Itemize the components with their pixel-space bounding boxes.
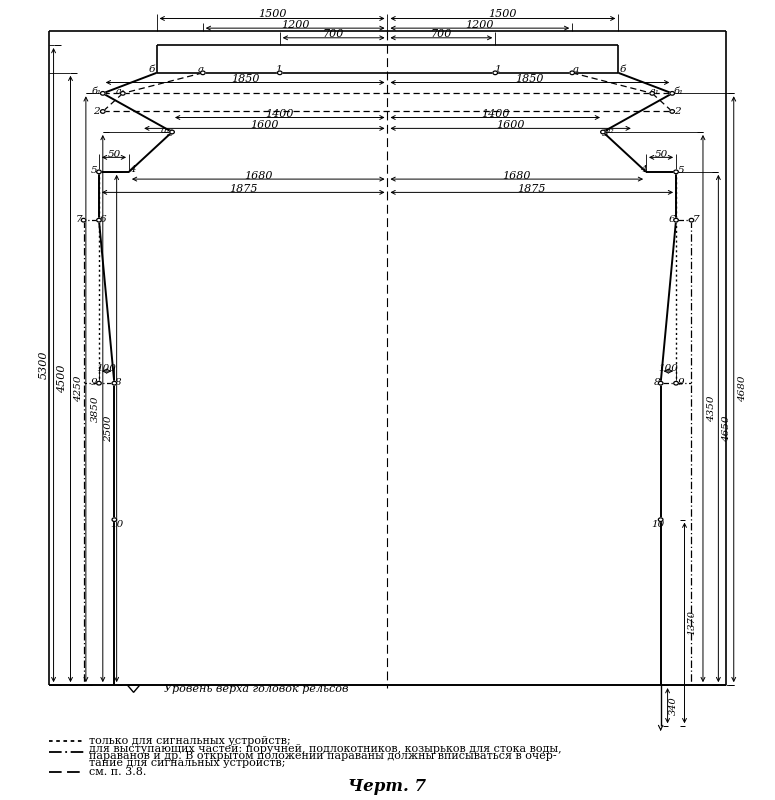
Text: 4680: 4680 [738, 376, 747, 402]
Text: 1850: 1850 [515, 74, 544, 84]
Text: 10: 10 [110, 520, 123, 529]
Text: 8: 8 [115, 378, 122, 387]
Text: 1: 1 [494, 66, 501, 74]
Circle shape [658, 382, 663, 385]
Text: 3: 3 [602, 130, 608, 138]
Text: 1680: 1680 [502, 170, 531, 181]
Text: 1500: 1500 [489, 10, 517, 19]
Text: 8: 8 [653, 378, 660, 387]
Text: 1680: 1680 [244, 170, 273, 181]
Text: 4350: 4350 [707, 395, 716, 422]
Circle shape [201, 71, 205, 74]
Circle shape [650, 91, 655, 95]
Text: Уровень верха головок рельсов: Уровень верха головок рельсов [164, 684, 349, 694]
Text: 1875: 1875 [518, 184, 546, 194]
Text: а₁: а₁ [115, 87, 126, 96]
Text: а: а [572, 66, 578, 74]
Text: 1200: 1200 [281, 19, 309, 30]
Text: 3: 3 [167, 130, 173, 138]
Text: 9: 9 [91, 378, 98, 387]
Circle shape [120, 91, 125, 95]
Circle shape [97, 170, 102, 174]
Text: 3850: 3850 [91, 395, 100, 422]
Text: см. п. 3.8.: см. п. 3.8. [89, 767, 146, 777]
Text: 4: 4 [129, 165, 136, 174]
Circle shape [570, 71, 574, 74]
Text: для выступающих частей: поручней, подлокотников, козырьков для стока воды,: для выступающих частей: поручней, подлок… [89, 743, 562, 754]
Text: 4: 4 [639, 165, 646, 174]
Text: Черт. 7: Черт. 7 [349, 778, 426, 795]
Circle shape [101, 91, 105, 95]
Circle shape [101, 110, 105, 114]
Circle shape [673, 382, 678, 385]
Text: а₁: а₁ [649, 87, 660, 96]
Text: 1850: 1850 [231, 74, 260, 84]
Text: параванов и др. В открытом положении параваны должны вписываться в очер-: параванов и др. В открытом положении пар… [89, 750, 556, 761]
Circle shape [97, 218, 102, 222]
Text: 7: 7 [693, 215, 699, 224]
Text: 50: 50 [107, 150, 121, 159]
Text: тание для сигнальных устройств;: тание для сигнальных устройств; [89, 758, 285, 768]
Text: б: б [149, 66, 155, 74]
Text: 9: 9 [677, 378, 684, 387]
Text: 1400: 1400 [481, 109, 509, 119]
Circle shape [670, 110, 674, 114]
Text: 340: 340 [670, 696, 678, 715]
Circle shape [670, 91, 674, 95]
Text: 1: 1 [276, 66, 282, 74]
Text: б₁: б₁ [91, 87, 102, 96]
Text: б: б [620, 66, 626, 74]
Text: 2: 2 [674, 107, 681, 116]
Text: 5: 5 [677, 166, 684, 174]
Text: а₂: а₂ [604, 126, 614, 135]
Text: 7: 7 [76, 215, 82, 224]
Text: только для сигнальных устройств;: только для сигнальных устройств; [89, 736, 291, 746]
Text: 2500: 2500 [105, 415, 113, 442]
Text: 10: 10 [652, 520, 665, 529]
Text: 50: 50 [654, 150, 667, 159]
Circle shape [689, 218, 694, 222]
Circle shape [81, 218, 86, 222]
Text: 1400: 1400 [266, 109, 294, 119]
Text: 1370: 1370 [687, 610, 696, 635]
Text: б₁: б₁ [673, 87, 684, 96]
Text: 1600: 1600 [250, 120, 279, 130]
Text: 1500: 1500 [258, 10, 286, 19]
Text: 100: 100 [97, 364, 116, 373]
Circle shape [601, 130, 605, 134]
Text: 700: 700 [431, 30, 452, 39]
Circle shape [112, 518, 117, 522]
Text: 5300: 5300 [39, 351, 49, 379]
Text: а₂: а₂ [161, 126, 170, 135]
Circle shape [658, 518, 663, 522]
Text: 700: 700 [323, 30, 344, 39]
Text: 1875: 1875 [229, 184, 257, 194]
Text: 4250: 4250 [74, 376, 83, 402]
Circle shape [493, 71, 498, 74]
Text: 4500: 4500 [57, 365, 67, 394]
Text: 5: 5 [91, 166, 98, 174]
Circle shape [673, 170, 678, 174]
Text: 100: 100 [659, 364, 678, 373]
Circle shape [673, 218, 678, 222]
Circle shape [97, 382, 102, 385]
Text: а: а [198, 66, 204, 74]
Text: 4650: 4650 [722, 415, 732, 442]
Circle shape [112, 382, 117, 385]
Text: 6: 6 [669, 215, 676, 224]
Text: 1200: 1200 [466, 19, 494, 30]
Text: 2: 2 [93, 107, 100, 116]
Circle shape [277, 71, 282, 74]
Text: 1600: 1600 [496, 120, 525, 130]
Circle shape [170, 130, 174, 134]
Text: 6: 6 [99, 215, 106, 224]
